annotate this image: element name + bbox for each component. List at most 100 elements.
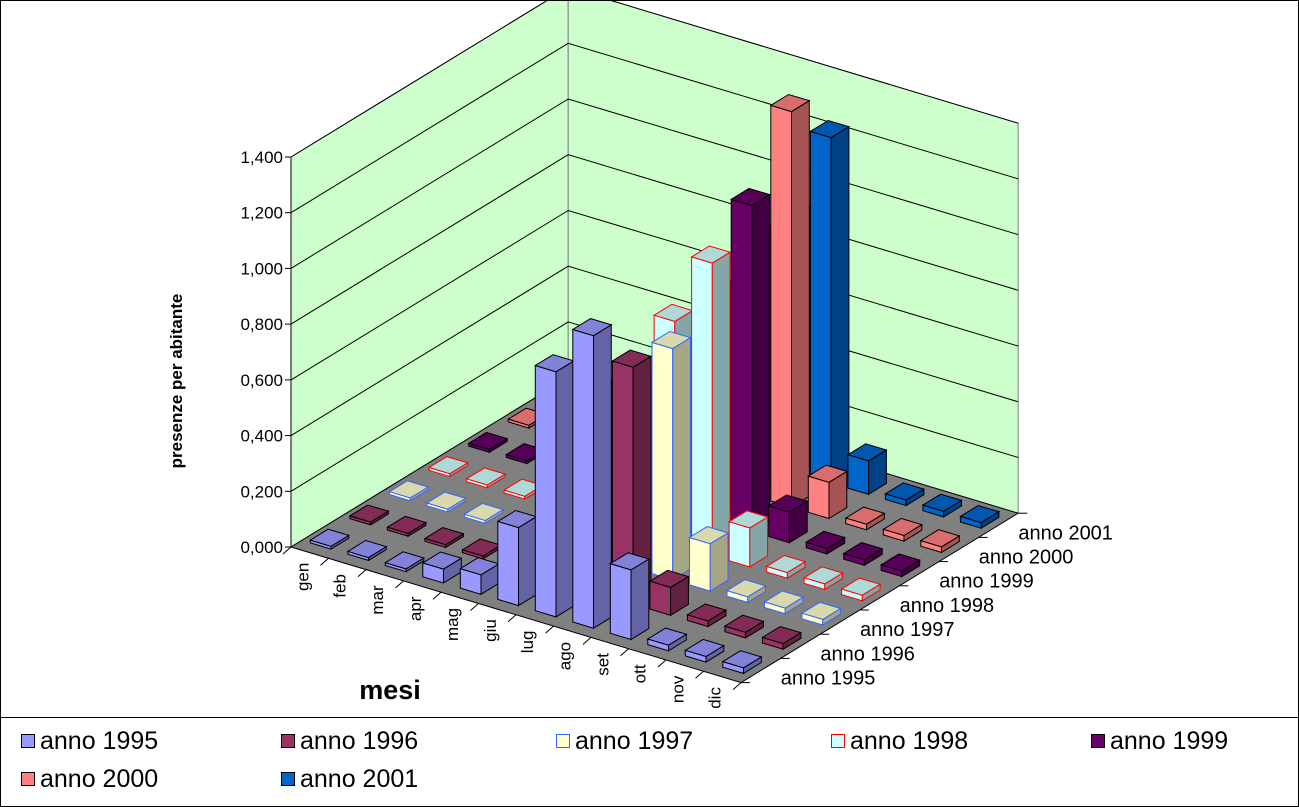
- gridline: [290, 42, 1019, 214]
- bar: [844, 506, 886, 531]
- bar: [388, 480, 430, 502]
- bar: [723, 614, 765, 639]
- legend-swatch: [21, 734, 35, 748]
- x-tick: [620, 648, 629, 657]
- bar: [461, 538, 503, 560]
- bar: [882, 517, 924, 542]
- y-tick-label: 0,200: [240, 482, 283, 501]
- bar: [648, 569, 690, 617]
- gridline: [290, 98, 1019, 269]
- legend-swatch: [556, 734, 570, 748]
- bar: [348, 504, 390, 526]
- y-axis-label: presenze per abitante: [167, 294, 186, 469]
- legend-swatch: [281, 734, 295, 748]
- gridline: [290, 321, 1019, 492]
- x-tick: [320, 557, 329, 566]
- legend-label: anno 1998: [850, 726, 969, 755]
- bar: [534, 354, 576, 618]
- legend-label: anno 1995: [40, 726, 159, 755]
- bar: [421, 551, 463, 584]
- legend-swatch: [1091, 734, 1105, 748]
- bar: [721, 650, 763, 675]
- x-tick-label: gen: [293, 563, 312, 591]
- legend-item: anno 1999: [1091, 726, 1228, 756]
- bar: [309, 528, 351, 550]
- chart-legend: anno 1995 anno 1996 anno 1997 anno 1998 anno…: [1, 717, 1298, 807]
- x-tick-label: ago: [556, 642, 575, 670]
- bar: [427, 456, 469, 478]
- x-tick: [507, 614, 517, 623]
- legend-item: anno 1995: [21, 726, 158, 756]
- y-tick-label: 1,000: [240, 259, 283, 278]
- x-tick: [657, 659, 667, 668]
- bar: [611, 349, 653, 605]
- bar: [846, 443, 888, 496]
- bar: [919, 529, 961, 554]
- bar: [650, 330, 692, 581]
- bar: [690, 245, 732, 557]
- bar: [767, 494, 809, 544]
- bar: [571, 318, 613, 630]
- bar: [465, 467, 507, 489]
- x-tick-label: feb: [331, 574, 350, 598]
- gridline: [290, 0, 1019, 158]
- y-tick-label: 0,600: [240, 371, 283, 390]
- bar: [765, 554, 807, 580]
- z-tick-label: anno 1995: [781, 668, 876, 690]
- z-tick-label: anno 1997: [860, 619, 955, 641]
- x-tick-label: mar: [368, 585, 387, 615]
- bar: [686, 603, 728, 628]
- z-tick-label: anno 1996: [820, 643, 915, 665]
- bar: [646, 627, 688, 652]
- legend-label: anno 1997: [575, 726, 694, 755]
- bar: [496, 509, 538, 607]
- y-tick-label: 1,400: [240, 148, 283, 167]
- legend-swatch: [21, 772, 35, 786]
- x-tick-label: dic: [706, 687, 725, 709]
- x-tick: [470, 603, 479, 611]
- bar: [725, 579, 767, 604]
- legend-item: anno 2000: [21, 764, 158, 794]
- chart-bars: [309, 93, 1001, 675]
- y-axis: 0,000 0,200 0,400 0,600 0,800 1,000 1,200 1,400: [240, 148, 292, 557]
- bar: [807, 464, 849, 520]
- bar: [800, 601, 842, 626]
- x-tick-label: set: [593, 653, 612, 676]
- legend-label: anno 2000: [40, 764, 159, 793]
- legend-label: anno 2001: [300, 764, 419, 793]
- bar: [769, 93, 811, 509]
- bar: [959, 504, 1001, 530]
- legend-label: anno 1996: [300, 726, 419, 755]
- z-tick-label: anno 1999: [939, 571, 1034, 593]
- y-tick-label: 0,400: [240, 427, 283, 446]
- legend-item: anno 1998: [831, 726, 968, 756]
- bar: [921, 493, 963, 518]
- y-tick-label: 0,800: [240, 315, 283, 334]
- bar: [609, 552, 651, 641]
- chart-gridlines: [290, 0, 1019, 492]
- bar: [346, 539, 388, 562]
- y-tick-label: 0,000: [240, 538, 283, 557]
- z-tick-label: anno 2000: [979, 547, 1074, 569]
- bar: [423, 527, 465, 549]
- legend-label: anno 1999: [1110, 726, 1229, 755]
- x-tick-label: ott: [631, 664, 650, 683]
- bar: [386, 515, 428, 538]
- bar: [884, 482, 926, 507]
- x-tick: [582, 637, 592, 645]
- gridline: [290, 265, 1019, 437]
- x-tick-label: mag: [443, 608, 462, 641]
- x-tick: [432, 591, 442, 600]
- x-tick-label: giu: [481, 619, 500, 642]
- x-tick: [357, 569, 367, 577]
- y-tick-label: 1,200: [240, 204, 283, 223]
- legend-item: anno 2001: [281, 764, 418, 794]
- x-tick: [395, 580, 404, 589]
- bar: [684, 638, 726, 663]
- bar: [384, 551, 426, 573]
- legend-item: anno 1996: [281, 726, 418, 756]
- bar: [761, 625, 803, 651]
- x-tick: [545, 625, 554, 634]
